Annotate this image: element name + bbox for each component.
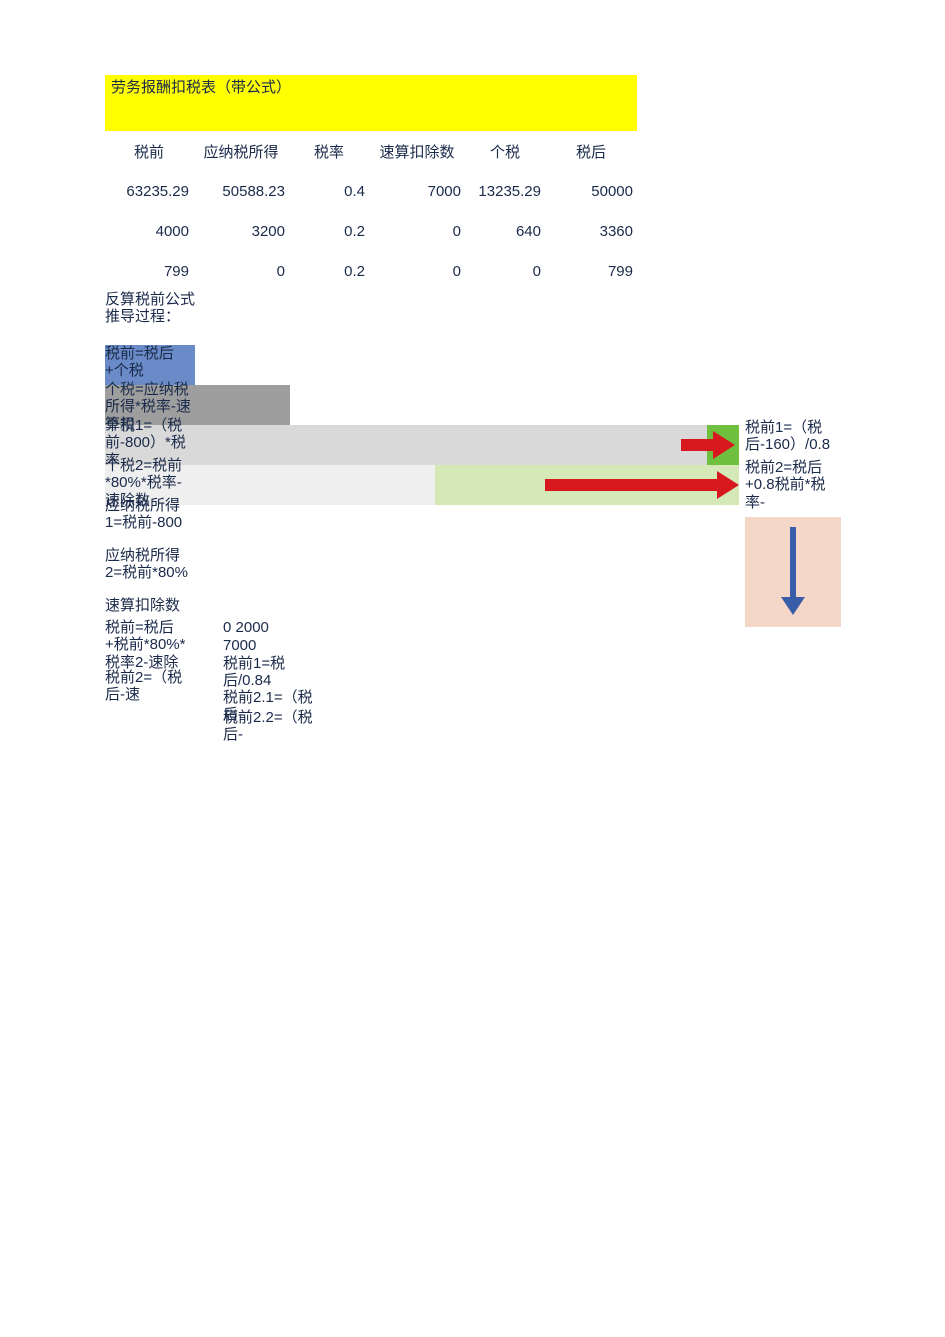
col-header: 税前 (105, 131, 193, 171)
derivation-heading: 反算税前公式推导过程： (105, 291, 195, 326)
cell: 63235.29 (105, 171, 193, 211)
col-header: 应纳税所得 (193, 131, 289, 171)
col-header: 税后 (545, 131, 637, 171)
table-row: 4000 3200 0.2 0 640 3360 (105, 211, 637, 251)
cell: 7000 (369, 171, 465, 211)
small-col-2: 7000 (223, 637, 313, 654)
small-col-3: 税前1=税后/0.84 (223, 655, 313, 690)
derivation-line7: 速算扣除数 (105, 597, 195, 614)
page-container: 劳务报酬扣税表（带公式） 税前 应纳税所得 税率 速算扣除数 个税 税后 632… (105, 75, 845, 291)
cell: 4000 (105, 211, 193, 251)
cell: 13235.29 (465, 171, 545, 211)
derivation-line1: 税前=税后+个税 (105, 345, 195, 380)
cell: 0 (465, 251, 545, 291)
right-label-1: 税前1=（税后-160）/0.8 (745, 419, 841, 454)
table-row: 63235.29 50588.23 0.4 7000 13235.29 5000… (105, 171, 637, 211)
small-col-5: 税前2.2=（税后- (223, 709, 313, 744)
cell: 0.2 (289, 251, 369, 291)
cell: 799 (105, 251, 193, 291)
tax-table: 税前 应纳税所得 税率 速算扣除数 个税 税后 63235.29 50588.2… (105, 131, 637, 291)
table-header-row: 税前 应纳税所得 税率 速算扣除数 个税 税后 (105, 131, 637, 171)
cell: 50588.23 (193, 171, 289, 211)
col-header: 个税 (465, 131, 545, 171)
cell: 799 (545, 251, 637, 291)
derivation-line6: 应纳税所得2=税前*80% (105, 547, 195, 582)
cell: 0 (369, 251, 465, 291)
cell: 640 (465, 211, 545, 251)
col-header: 税率 (289, 131, 369, 171)
derivation-block: 反算税前公式推导过程： 税前=税后+个税 个税=应纳税所得*税率-速算扣 个税1… (105, 291, 845, 811)
derivation-line5: 应纳税所得1=税前-800 (105, 497, 195, 532)
cell: 0 (193, 251, 289, 291)
small-col-1: 0 2000 (223, 619, 313, 636)
title-text: 劳务报酬扣税表（带公式） (111, 79, 291, 96)
cell: 50000 (545, 171, 637, 211)
cell: 3360 (545, 211, 637, 251)
col-header: 速算扣除数 (369, 131, 465, 171)
derivation-line8: 税前=税后+税前*80%*税率2-速除 (105, 619, 195, 671)
cell: 0.2 (289, 211, 369, 251)
derivation-line9: 税前2=（税后-速 (105, 669, 195, 704)
title-bar: 劳务报酬扣税表（带公式） (105, 75, 637, 131)
cell: 0.4 (289, 171, 369, 211)
table-row: 799 0 0.2 0 0 799 (105, 251, 637, 291)
right-label-2: 税前2=税后+0.8税前*税率- (745, 459, 841, 511)
cell: 3200 (193, 211, 289, 251)
cell: 0 (369, 211, 465, 251)
bar-light-gray (105, 425, 739, 465)
